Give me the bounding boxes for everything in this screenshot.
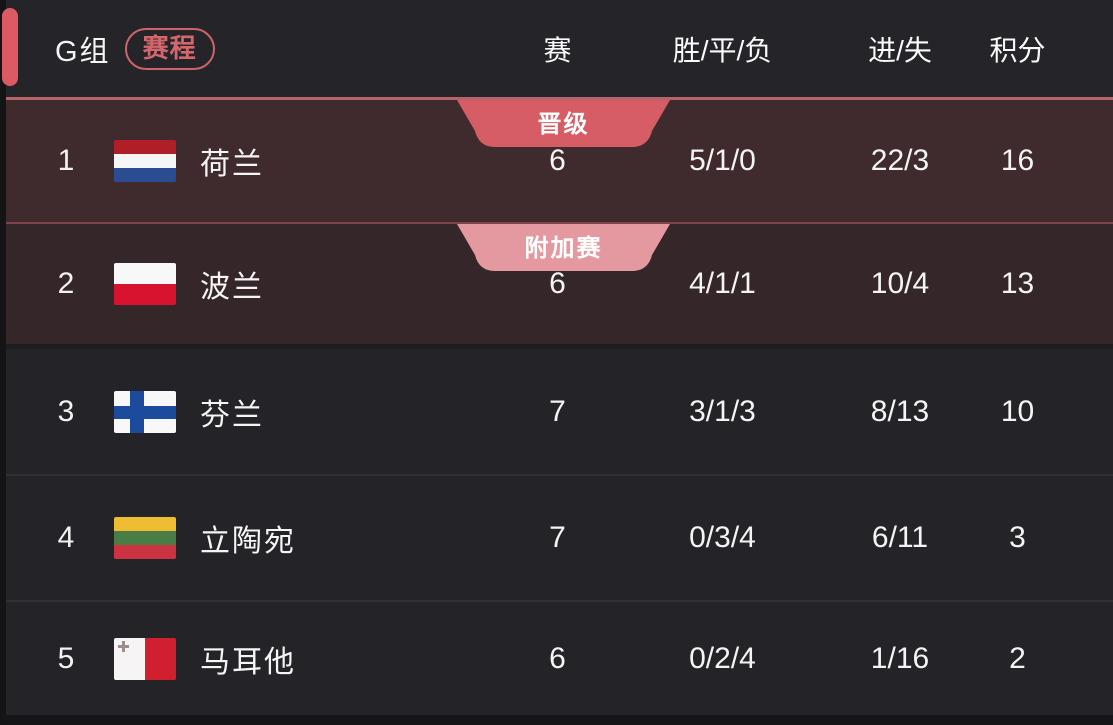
team-name: 波兰 <box>200 271 264 304</box>
finland-flag-icon <box>114 390 176 433</box>
table-row-lithuania[interactable]: 4 立陶宛 7 0/3/4 6/11 3 <box>6 476 1113 600</box>
group-title: G组 <box>55 35 111 68</box>
wdl-cell: 0/2/4 <box>689 641 756 675</box>
netherlands-flag-icon <box>114 140 176 182</box>
rank-cell: 3 <box>57 394 75 428</box>
george-cross-icon <box>118 640 129 652</box>
rank-cell: 5 <box>57 641 75 675</box>
standings-header: G组 赛程 赛 胜/平/负 进/失 积分 <box>2 0 1113 97</box>
played-cell: 6 <box>549 267 566 300</box>
wdl-cell: 4/1/1 <box>689 267 756 300</box>
team-name: 芬兰 <box>200 398 264 432</box>
malta-flag-icon <box>114 637 176 680</box>
row-separator <box>6 474 1113 476</box>
rank-cell: 2 <box>57 267 75 300</box>
wdl-cell: 5/1/0 <box>689 144 756 177</box>
column-header-played: 赛 <box>543 34 572 66</box>
column-header-wdl: 胜/平/负 <box>672 34 773 66</box>
points-cell: 10 <box>1000 394 1035 428</box>
team-name: 马耳他 <box>200 645 296 679</box>
row-separator <box>6 600 1113 602</box>
played-cell: 7 <box>549 521 566 554</box>
row-separator <box>6 344 1113 349</box>
goals-cell: 10/4 <box>870 267 930 300</box>
goals-cell: 6/11 <box>871 521 929 554</box>
played-cell: 6 <box>549 144 566 177</box>
group-header-left: G组 赛程 <box>6 27 490 70</box>
table-row-poland[interactable]: 附加赛 2 波兰 6 4/1/1 10/4 13 <box>6 224 1113 344</box>
row-separator <box>6 222 1113 224</box>
points-cell: 2 <box>1009 641 1026 675</box>
rank-cell: 1 <box>57 144 75 177</box>
column-header-goals: 进/失 <box>868 34 932 66</box>
wdl-cell: 3/1/3 <box>689 394 756 428</box>
qualified-badge: 晋级 <box>455 100 672 147</box>
goals-cell: 1/16 <box>870 641 930 675</box>
wdl-cell: 0/3/4 <box>689 521 756 554</box>
header-separator <box>6 97 1113 100</box>
table-row-malta[interactable]: 5 马耳他 6 0/2/4 1/16 2 <box>6 602 1113 715</box>
played-cell: 6 <box>549 641 566 675</box>
points-cell: 13 <box>1000 267 1035 300</box>
poland-flag-icon <box>114 263 176 305</box>
team-name: 荷兰 <box>200 148 264 181</box>
points-cell: 16 <box>1000 144 1035 177</box>
column-header-points: 积分 <box>989 34 1046 66</box>
goals-cell: 8/13 <box>870 394 930 428</box>
team-name: 立陶宛 <box>200 525 296 558</box>
table-row-finland[interactable]: 3 芬兰 7 3/1/3 8/13 10 <box>6 349 1113 474</box>
schedule-button[interactable]: 赛程 <box>124 27 215 70</box>
lithuania-flag-icon <box>114 517 176 559</box>
table-row-netherlands[interactable]: 晋级 1 荷兰 6 5/1/0 22/3 16 <box>6 100 1113 222</box>
played-cell: 7 <box>549 394 566 428</box>
group-accent-marker <box>2 8 18 86</box>
rank-cell: 4 <box>57 521 75 554</box>
points-cell: 3 <box>1009 521 1026 554</box>
playoff-badge: 附加赛 <box>455 224 672 271</box>
bottom-edge <box>6 715 1113 725</box>
goals-cell: 22/3 <box>870 144 930 177</box>
